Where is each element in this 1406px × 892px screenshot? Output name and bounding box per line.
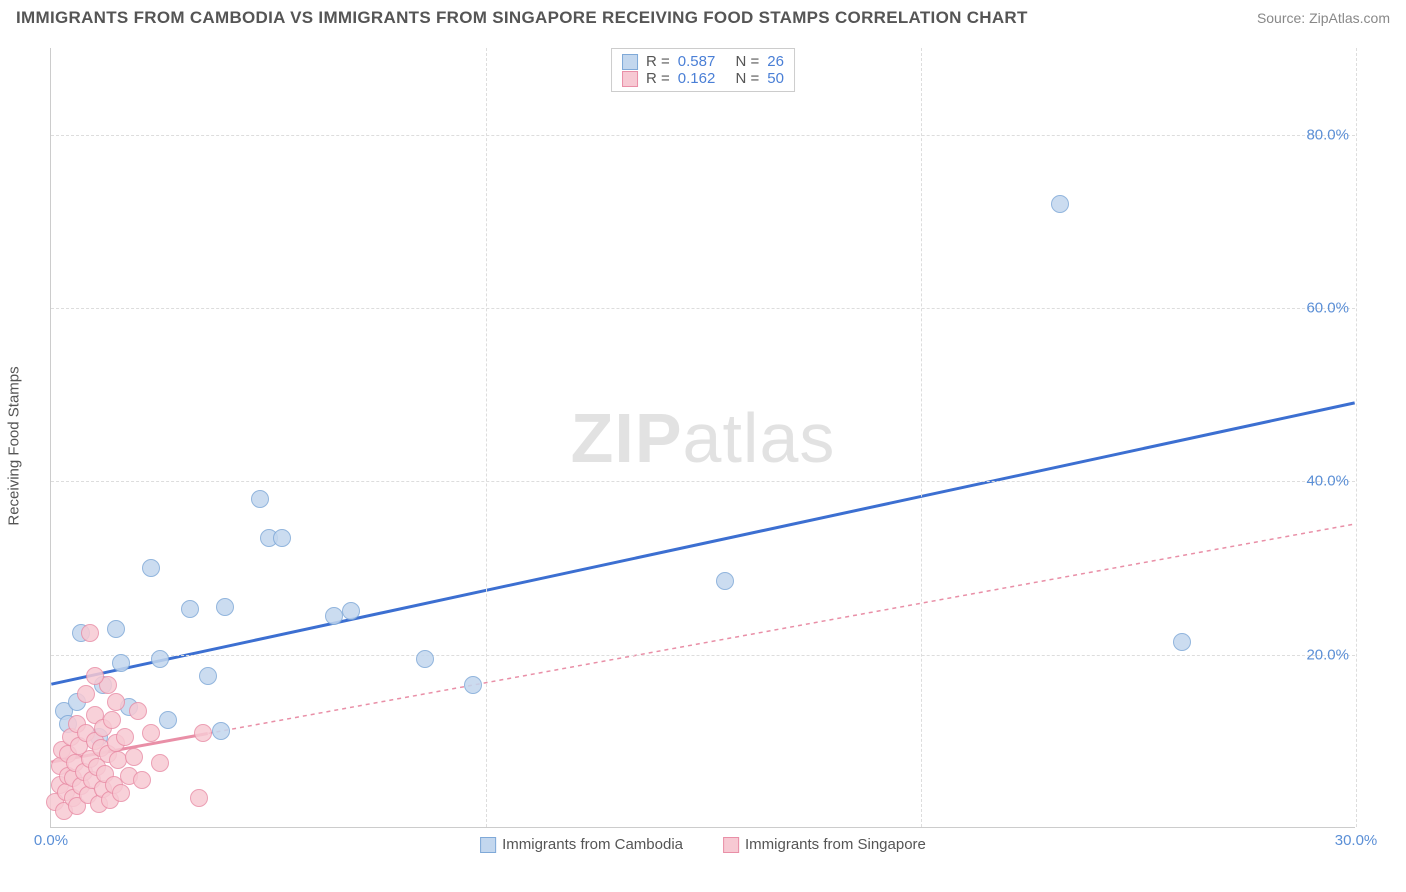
data-point — [142, 559, 160, 577]
n-value: 50 — [767, 70, 784, 87]
data-point — [133, 771, 151, 789]
data-point — [1051, 195, 1069, 213]
data-point — [125, 748, 143, 766]
x-tick-label: 30.0% — [1335, 832, 1378, 849]
y-axis-title: Receiving Food Stamps — [6, 366, 23, 525]
gridline-h — [51, 655, 1355, 656]
gridline-v — [921, 48, 922, 827]
data-point — [251, 490, 269, 508]
r-value: 0.587 — [678, 53, 716, 70]
data-point — [112, 654, 130, 672]
plot-area: ZIPatlas R = 0.587 N = 26 R = 0.162 N = … — [50, 48, 1355, 828]
watermark-bold: ZIP — [571, 399, 683, 477]
data-point — [107, 693, 125, 711]
trend-lines-svg — [51, 48, 1355, 827]
gridline-h — [51, 135, 1355, 136]
stats-row-singapore: R = 0.162 N = 50 — [622, 70, 784, 87]
chart-title: IMMIGRANTS FROM CAMBODIA VS IMMIGRANTS F… — [16, 8, 1028, 28]
data-point — [194, 724, 212, 742]
watermark: ZIPatlas — [571, 398, 836, 478]
data-point — [212, 722, 230, 740]
n-label: N = — [736, 53, 760, 70]
data-point — [464, 676, 482, 694]
source-label: Source: ZipAtlas.com — [1257, 10, 1390, 26]
data-point — [216, 598, 234, 616]
data-point — [77, 685, 95, 703]
data-point — [142, 724, 160, 742]
gridline-v — [1356, 48, 1357, 827]
data-point — [151, 650, 169, 668]
x-tick-label: 0.0% — [34, 832, 68, 849]
data-point — [159, 711, 177, 729]
r-value: 0.162 — [678, 70, 716, 87]
data-point — [273, 529, 291, 547]
data-point — [116, 728, 134, 746]
y-tick-label: 20.0% — [1306, 646, 1349, 663]
data-point — [103, 711, 121, 729]
gridline-h — [51, 481, 1355, 482]
legend-bottom: Immigrants from Cambodia Immigrants from… — [480, 836, 926, 853]
swatch-singapore — [622, 71, 638, 87]
legend-label: Immigrants from Singapore — [745, 836, 926, 853]
y-tick-label: 80.0% — [1306, 126, 1349, 143]
swatch-cambodia — [622, 54, 638, 70]
legend-item-cambodia: Immigrants from Cambodia — [480, 836, 683, 853]
swatch-cambodia-icon — [480, 837, 496, 853]
data-point — [716, 572, 734, 590]
data-point — [86, 667, 104, 685]
gridline-v — [486, 48, 487, 827]
data-point — [1173, 633, 1191, 651]
swatch-singapore-icon — [723, 837, 739, 853]
data-point — [416, 650, 434, 668]
watermark-light: atlas — [683, 399, 836, 477]
y-tick-label: 40.0% — [1306, 473, 1349, 490]
n-label: N = — [736, 70, 760, 87]
data-point — [199, 667, 217, 685]
r-label: R = — [646, 70, 670, 87]
legend-label: Immigrants from Cambodia — [502, 836, 683, 853]
legend-item-singapore: Immigrants from Singapore — [723, 836, 926, 853]
data-point — [151, 754, 169, 772]
y-tick-label: 60.0% — [1306, 300, 1349, 317]
data-point — [342, 602, 360, 620]
data-point — [181, 600, 199, 618]
r-label: R = — [646, 53, 670, 70]
gridline-h — [51, 308, 1355, 309]
stats-legend-box: R = 0.587 N = 26 R = 0.162 N = 50 — [611, 48, 795, 92]
data-point — [129, 702, 147, 720]
stats-row-cambodia: R = 0.587 N = 26 — [622, 53, 784, 70]
data-point — [190, 789, 208, 807]
data-point — [107, 620, 125, 638]
n-value: 26 — [767, 53, 784, 70]
data-point — [112, 784, 130, 802]
header: IMMIGRANTS FROM CAMBODIA VS IMMIGRANTS F… — [0, 0, 1406, 32]
data-point — [81, 624, 99, 642]
data-point — [325, 607, 343, 625]
